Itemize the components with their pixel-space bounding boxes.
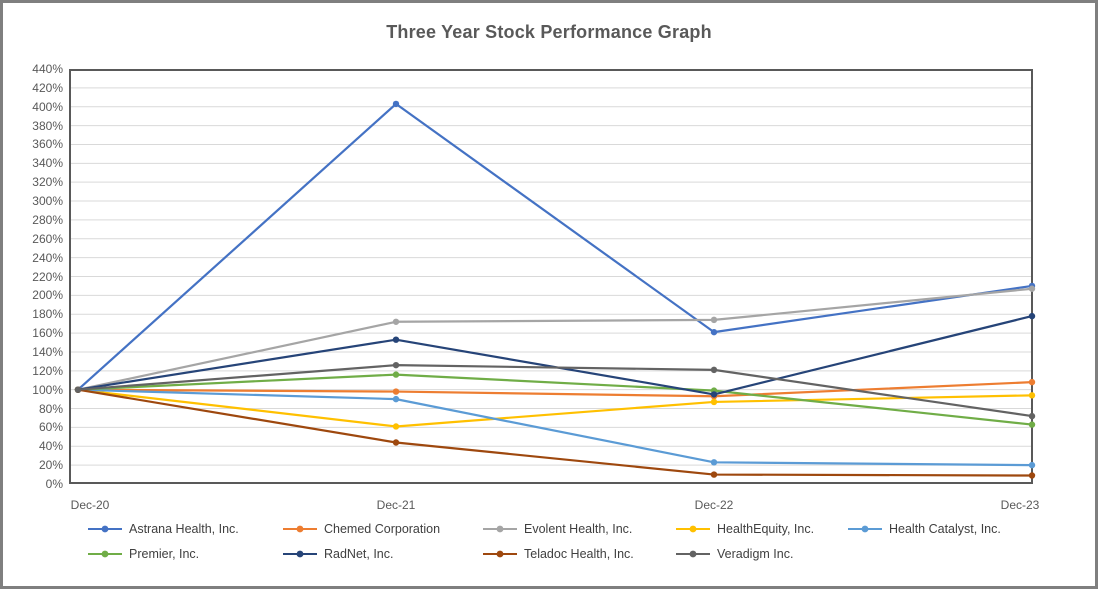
legend-label: RadNet, Inc. [324, 547, 394, 561]
legend-item: HealthEquity, Inc. [676, 519, 848, 539]
data-point-marker [710, 391, 718, 398]
y-axis-tick-label: 100% [32, 382, 63, 397]
legend-line-marker-icon [283, 525, 317, 533]
data-point-marker [392, 318, 400, 325]
data-point-marker [1028, 392, 1036, 399]
y-axis-tick-label: 180% [32, 307, 63, 322]
legend-label: Teladoc Health, Inc. [524, 547, 634, 561]
series-teladoc-health-inc [74, 386, 1036, 479]
legend-line-marker-icon [483, 525, 517, 533]
data-point-marker [710, 316, 718, 324]
y-axis-tick-label: 420% [32, 80, 63, 95]
data-point-marker [392, 439, 400, 446]
data-point-marker [392, 395, 400, 403]
y-axis-tick-label: 60% [38, 420, 63, 435]
y-axis-tick-label: 240% [32, 250, 63, 265]
y-axis-tick-label: 400% [32, 99, 63, 114]
x-axis-tick-label: Dec-22 [694, 498, 734, 512]
x-axis-tick-label: Dec-21 [376, 498, 416, 512]
y-axis-tick-label: 440% [32, 62, 63, 76]
y-axis-tick-label: 300% [32, 194, 63, 209]
legend-line-marker-icon [676, 550, 710, 558]
series-radnet-inc [74, 312, 1036, 398]
y-axis-tick-label: 280% [32, 212, 63, 227]
series-line [76, 381, 1034, 398]
y-axis-tick-label: 320% [32, 175, 63, 190]
data-point-marker [1028, 412, 1036, 420]
legend-line-marker-icon [88, 525, 122, 533]
series-line [76, 388, 1034, 428]
legend-line-marker-icon [88, 550, 122, 558]
legend-label: Health Catalyst, Inc. [889, 522, 1001, 536]
data-point-marker [392, 336, 400, 343]
y-axis-tick-label: 160% [32, 326, 63, 341]
plot-area [69, 69, 1036, 484]
y-axis-tick-label: 260% [32, 231, 63, 246]
x-axis-tick-label: Dec-23 [1000, 498, 1040, 512]
legend-label: Evolent Health, Inc. [524, 522, 633, 536]
legend-item: Chemed Corporation [283, 519, 483, 539]
data-point-marker [1028, 378, 1036, 386]
data-point-marker [710, 366, 718, 374]
x-axis-tick-label: Dec-20 [70, 498, 110, 512]
legend-row-1: Astrana Health, Inc. Chemed Corporation Ev… [88, 519, 1001, 539]
data-point-marker [392, 388, 400, 395]
y-axis-tick-label: 360% [32, 137, 63, 152]
series-line [76, 287, 1034, 391]
chart-title: Three Year Stock Performance Graph [386, 22, 712, 42]
series-line [76, 388, 1034, 467]
y-axis-tick-label: 200% [32, 288, 63, 303]
legend-item: Astrana Health, Inc. [88, 519, 283, 539]
legend-line-marker-icon [483, 550, 517, 558]
data-point-marker [1028, 421, 1036, 428]
legend-line-marker-icon [848, 525, 882, 533]
data-point-marker [710, 328, 718, 336]
data-point-marker [1028, 312, 1036, 320]
legend-item: RadNet, Inc. [283, 544, 483, 564]
y-axis-tick-label: 380% [32, 118, 63, 133]
data-point-marker [710, 471, 718, 478]
data-point-marker [1028, 461, 1036, 469]
series-line [76, 102, 1034, 391]
y-axis-tick-label: 140% [32, 344, 63, 359]
gridlines [70, 87, 1032, 466]
series-line [76, 373, 1034, 426]
series-evolent-health-inc [74, 285, 1036, 393]
legend-label: Premier, Inc. [129, 547, 200, 561]
legend-line-marker-icon [676, 525, 710, 533]
plot-border [69, 69, 1033, 484]
data-point-marker [710, 459, 718, 466]
series-line [76, 388, 1034, 477]
legend-item: Teladoc Health, Inc. [483, 544, 676, 564]
data-point-marker [392, 361, 400, 369]
legend-item: Evolent Health, Inc. [483, 519, 676, 539]
legend-row-2: Premier, Inc. RadNet, Inc. Teladoc Health,… [88, 544, 848, 564]
y-axis-tick-label: 80% [38, 401, 63, 416]
legend-item: Health Catalyst, Inc. [848, 519, 1001, 539]
data-point-marker [74, 386, 82, 393]
y-axis-tick-label: 220% [32, 269, 63, 284]
legend-line-marker-icon [283, 550, 317, 558]
data-point-marker [392, 371, 400, 378]
data-point-marker [710, 398, 718, 406]
legend-label: Astrana Health, Inc. [129, 522, 239, 536]
data-point-marker [1028, 472, 1036, 479]
y-axis-tick-label: 40% [38, 439, 63, 454]
data-point-marker [392, 423, 400, 430]
legend-label: HealthEquity, Inc. [717, 522, 815, 536]
y-axis-tick-label: 340% [32, 156, 63, 171]
y-axis-tick-label: 0% [45, 477, 63, 491]
series-line [76, 364, 1034, 418]
y-axis-tick-label: 20% [38, 458, 63, 473]
legend-item: Veradigm Inc. [676, 544, 848, 564]
legend-label: Veradigm Inc. [717, 547, 794, 561]
legend-item: Premier, Inc. [88, 544, 283, 564]
legend-label: Chemed Corporation [324, 522, 441, 536]
data-point-marker [392, 100, 400, 108]
data-point-marker [1028, 285, 1036, 292]
series-veradigm-inc [74, 361, 1036, 420]
y-axis-tick-label: 120% [32, 363, 63, 378]
